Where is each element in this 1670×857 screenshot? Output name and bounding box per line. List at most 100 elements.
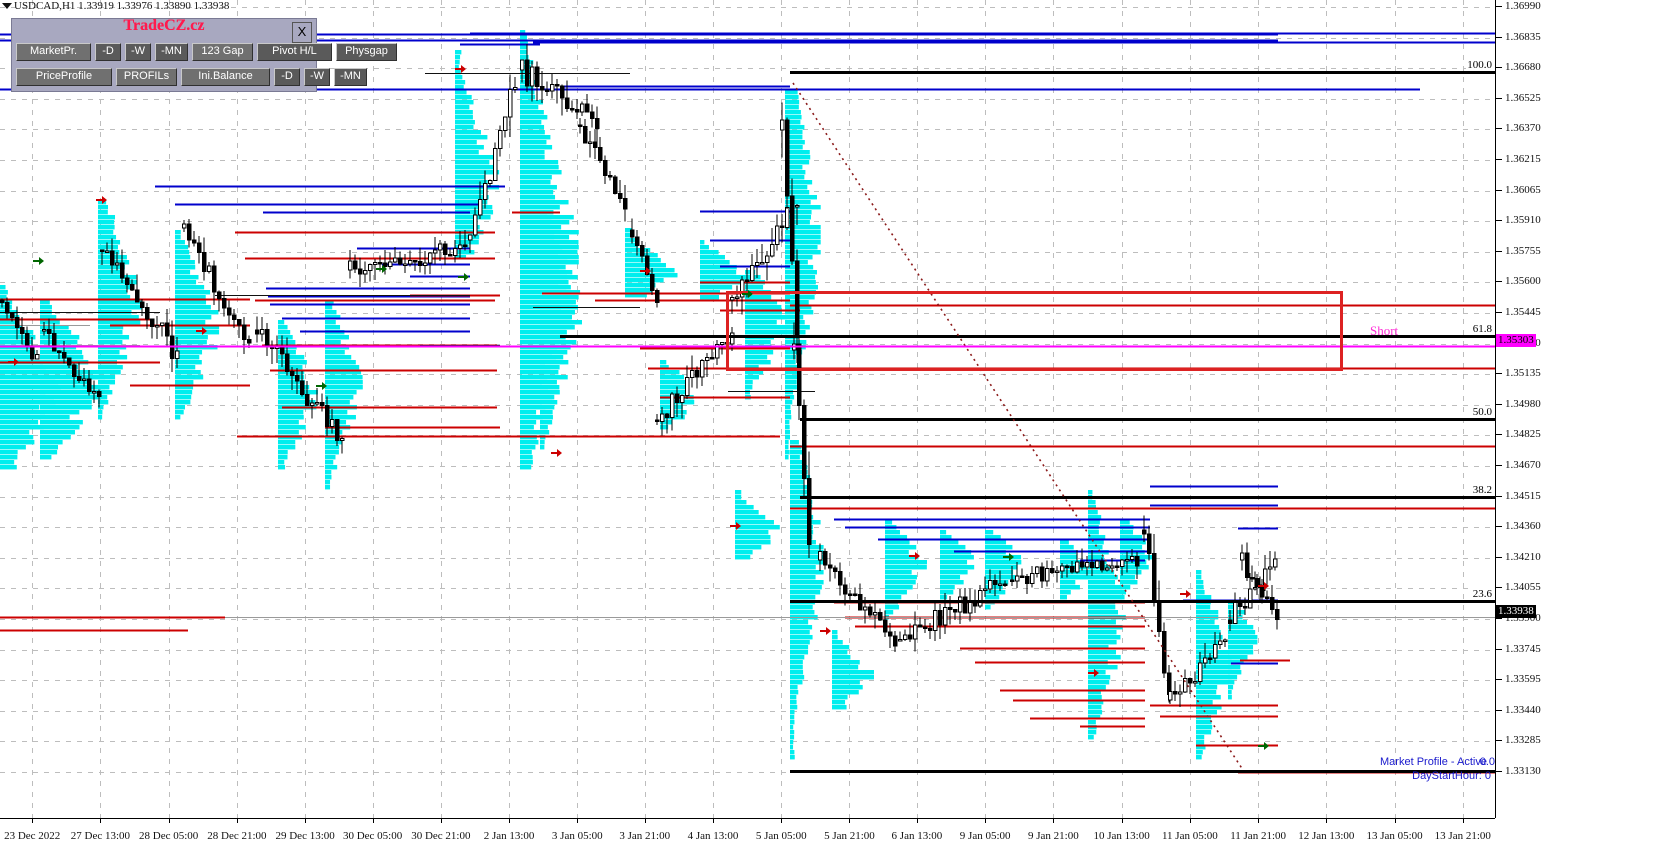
signal-arrow-icon bbox=[640, 267, 651, 275]
panel-button-physgap[interactable]: Physgap bbox=[336, 43, 397, 61]
time-tick-label: 12 Jan 13:00 bbox=[1298, 830, 1355, 842]
signal-arrow-icon bbox=[909, 552, 920, 560]
time-tick-mark bbox=[509, 818, 511, 823]
price-tick: 1.34670 bbox=[1496, 459, 1541, 471]
signal-arrow-icon bbox=[455, 65, 466, 73]
daystarthour-label: DayStartHour: 0 bbox=[1412, 770, 1491, 782]
time-tick-mark bbox=[849, 818, 851, 823]
signal-arrow-icon bbox=[96, 196, 107, 204]
chart-menu-arrow-icon[interactable] bbox=[2, 3, 12, 9]
time-tick-mark bbox=[305, 818, 307, 823]
panel-button-priceprofile[interactable]: PriceProfile bbox=[16, 68, 112, 86]
volume-profile-histograms bbox=[0, 30, 1258, 760]
price-tick: 1.35135 bbox=[1496, 367, 1541, 379]
time-tick-mark bbox=[236, 818, 238, 823]
time-tick-label: 29 Dec 13:00 bbox=[275, 830, 335, 842]
fib-level-label: 61.8 bbox=[1471, 323, 1493, 335]
time-tick-label: 11 Jan 05:00 bbox=[1161, 830, 1218, 842]
time-tick-label: 3 Jan 05:00 bbox=[551, 830, 603, 842]
current-price-tag: 1.33938 bbox=[1496, 604, 1536, 618]
time-tick-label: 13 Jan 21:00 bbox=[1434, 830, 1491, 842]
panel-button-w[interactable]: -W bbox=[304, 68, 330, 86]
signal-arrow-icon bbox=[33, 257, 44, 265]
short-order-box bbox=[726, 291, 1343, 371]
time-tick-label: 30 Dec 05:00 bbox=[342, 830, 403, 842]
signal-arrow-icon bbox=[742, 290, 753, 298]
time-tick-mark bbox=[1462, 818, 1464, 823]
signal-arrow-icon bbox=[1258, 582, 1269, 590]
panel-button-marketpr[interactable]: MarketPr. bbox=[16, 43, 91, 61]
symbol-ohlc-label: USDCAD,H1 1.33919 1.33976 1.33890 1.3393… bbox=[14, 0, 230, 12]
signal-arrow-icon bbox=[196, 327, 207, 335]
price-tick: 1.33440 bbox=[1496, 704, 1541, 716]
price-tick: 1.36525 bbox=[1496, 92, 1541, 104]
panel-button-d[interactable]: -D bbox=[95, 43, 121, 61]
vertical-gridlines bbox=[32, 0, 1464, 818]
price-tick: 1.33595 bbox=[1496, 673, 1541, 685]
time-scale[interactable]: 23 Dec 2022 27 Dec 13:00 28 Dec 05:00 28 De… bbox=[0, 818, 1670, 857]
time-tick-mark bbox=[1053, 818, 1055, 823]
signal-arrow-icon bbox=[1258, 742, 1269, 750]
fib-level-label: 23.6 bbox=[1471, 588, 1493, 600]
time-tick-label: 28 Dec 21:00 bbox=[207, 830, 267, 842]
price-tick: 1.35910 bbox=[1496, 214, 1541, 226]
signal-arrow-icon bbox=[316, 382, 327, 390]
time-tick-label: 13 Jan 05:00 bbox=[1366, 830, 1423, 842]
panel-button-pivot-h-l[interactable]: Pivot H/L bbox=[257, 43, 332, 61]
panel-button-profils[interactable]: PROFILs bbox=[116, 68, 177, 86]
trendline bbox=[792, 82, 1244, 771]
time-tick-label: 23 Dec 2022 bbox=[4, 830, 61, 842]
signal-arrow-icon bbox=[8, 358, 19, 366]
fib-level-label: 50.0 bbox=[1471, 406, 1493, 418]
time-tick-label: 4 Jan 13:00 bbox=[687, 830, 739, 842]
panel-button-ini-balance[interactable]: Ini.Balance bbox=[181, 68, 270, 86]
price-tick: 1.36215 bbox=[1496, 153, 1541, 165]
price-scale[interactable]: 1.36990 1.36835 1.36680 1.36525 1.36370 1.362… bbox=[1495, 0, 1670, 818]
time-tick-mark bbox=[1121, 818, 1123, 823]
magenta-price-tag: 1.35303 bbox=[1496, 334, 1536, 348]
time-tick-mark bbox=[713, 818, 714, 823]
time-tick-mark bbox=[440, 818, 442, 823]
time-tick-label: 11 Jan 21:00 bbox=[1230, 830, 1286, 842]
price-tick: 1.33745 bbox=[1496, 643, 1541, 655]
panel-button-mn[interactable]: -MN bbox=[155, 43, 188, 61]
time-tick-mark bbox=[372, 818, 374, 823]
time-tick-label: 28 Dec 05:00 bbox=[139, 830, 199, 842]
panel-button-d[interactable]: -D bbox=[274, 68, 300, 86]
price-tick: 1.36835 bbox=[1496, 31, 1541, 43]
signal-arrow-icon bbox=[458, 273, 469, 281]
price-tick: 1.33130 bbox=[1496, 765, 1541, 777]
signal-arrow-icon bbox=[551, 449, 562, 457]
short-order-label: Short bbox=[1370, 323, 1399, 338]
fib-level-label: 38.2 bbox=[1471, 484, 1493, 496]
price-tick: 1.36370 bbox=[1496, 122, 1541, 134]
time-tick-mark bbox=[1326, 818, 1328, 823]
price-tick: 1.34360 bbox=[1496, 520, 1541, 532]
panel-button-mn[interactable]: -MN bbox=[334, 68, 367, 86]
close-icon[interactable]: X bbox=[292, 22, 312, 43]
indicator-status-label: Market Profile - Active bbox=[1380, 756, 1487, 768]
panel-button-123-gap[interactable]: 123 Gap bbox=[192, 43, 253, 61]
time-tick-label: 10 Jan 13:00 bbox=[1093, 830, 1150, 842]
time-axis-line bbox=[0, 818, 1495, 819]
time-tick-mark bbox=[1258, 818, 1260, 823]
candlestick-series bbox=[0, 43, 1280, 707]
signal-arrow-icon bbox=[820, 627, 831, 635]
time-tick-label: 5 Jan 21:00 bbox=[824, 830, 875, 842]
price-tick: 1.36990 bbox=[1496, 0, 1541, 12]
tradecz-indicator-panel[interactable]: TradeCZ.cz X MarketPr. -D -W -MN 123 Gap Pivo… bbox=[11, 17, 397, 92]
time-tick-mark bbox=[1189, 818, 1191, 823]
time-tick-mark bbox=[1394, 818, 1396, 823]
price-tick: 1.33285 bbox=[1496, 734, 1541, 746]
chart-plot-area[interactable]: 100.0 61.8 50.0 38.2 23.6 Short Market Profi… bbox=[0, 0, 1495, 818]
price-tick: 1.35600 bbox=[1496, 275, 1541, 287]
panel-button-w[interactable]: -W bbox=[125, 43, 151, 61]
time-tick-label: 9 Jan 21:00 bbox=[1028, 830, 1079, 842]
time-tick-label: 3 Jan 21:00 bbox=[619, 830, 671, 842]
price-tick: 1.35445 bbox=[1496, 306, 1541, 318]
time-tick-label: 9 Jan 05:00 bbox=[959, 830, 1011, 842]
time-tick-mark bbox=[644, 818, 646, 823]
time-tick-label: 6 Jan 13:00 bbox=[891, 830, 943, 842]
time-tick-label: 27 Dec 13:00 bbox=[70, 830, 131, 842]
signal-arrow-icon bbox=[730, 522, 741, 530]
